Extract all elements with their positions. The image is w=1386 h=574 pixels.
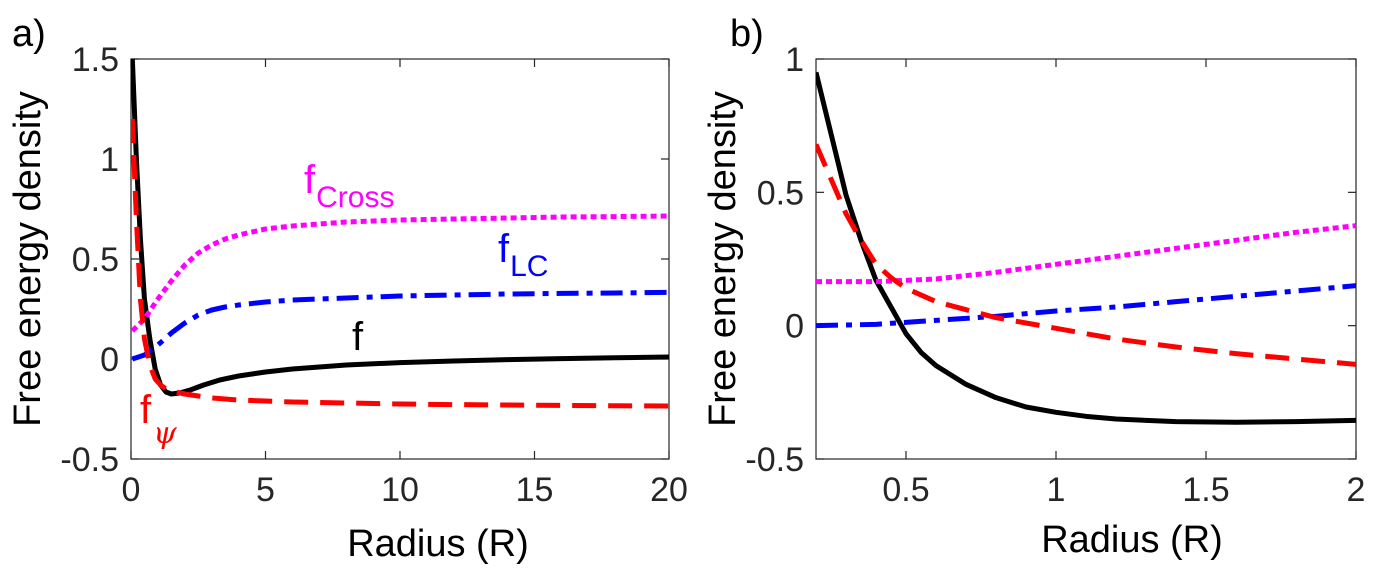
series-annotation: fCross <box>304 158 394 214</box>
y-tick-label: 1.5 <box>72 41 119 79</box>
x-axis-title: Radius (R) <box>1041 519 1223 561</box>
series-annotation: fψ <box>140 388 177 451</box>
y-tick-label: 0.5 <box>757 174 804 212</box>
y-axis-title: Free energy density <box>7 91 49 427</box>
x-tick-label: 5 <box>256 471 275 509</box>
x-tick-label: 15 <box>516 471 554 509</box>
series-group <box>816 71 1356 425</box>
x-tick-label: 10 <box>381 471 419 509</box>
x-axis-title: Radius (R) <box>347 523 529 565</box>
axes-box <box>815 58 1357 460</box>
y-axis-title: Free energy density <box>702 91 744 427</box>
series-line-f <box>131 59 669 397</box>
y-tick-label: 1 <box>100 141 119 179</box>
series-annotation: fLC <box>498 227 548 283</box>
series-group <box>131 59 669 409</box>
y-tick-label: -0.5 <box>745 441 804 479</box>
panel-a: 0 5 10 15 20-0.500.511.5a)Radius (R)Free ene… <box>7 13 688 565</box>
x-tick-label: 20 <box>650 471 688 509</box>
y-tick-label: 0 <box>785 308 804 346</box>
series-line-f-lc <box>131 289 669 362</box>
series-line-f-psi <box>816 143 1356 367</box>
series-line-f-cross <box>131 213 669 333</box>
y-tick-label: -0.5 <box>60 441 119 479</box>
series-line-f <box>816 71 1356 425</box>
panel-b: 0.5 1 1.5 2 -0.5 0 0.5 1 b) Radius (R) Free energy… <box>702 13 1365 561</box>
series-annotation: f <box>352 315 364 359</box>
y-tick-label: 0.5 <box>72 241 119 279</box>
y-tick-label: 0 <box>100 341 119 379</box>
y-tick-label: 1 <box>785 41 804 79</box>
x-tick-label: 1 <box>1047 471 1066 509</box>
series-line-f-psi <box>131 118 669 409</box>
series-line-f-lc <box>816 283 1356 329</box>
x-tick-label: 1.5 <box>1182 471 1229 509</box>
panel-label: a) <box>12 13 46 55</box>
x-tick-label: 2 <box>1347 471 1366 509</box>
x-tick-label: 0 <box>122 471 141 509</box>
axes-box <box>130 58 670 460</box>
x-tick-label: 0.5 <box>882 471 929 509</box>
series-line-f-cross <box>816 223 1356 285</box>
panel-label: b) <box>730 13 764 55</box>
